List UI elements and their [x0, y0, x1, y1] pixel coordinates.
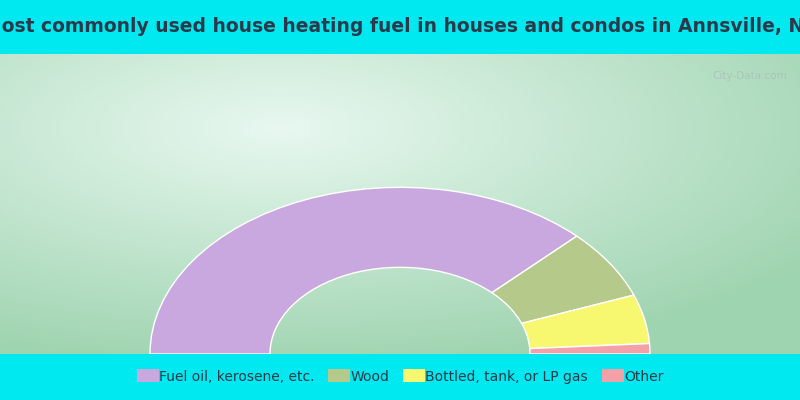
Text: Most commonly used house heating fuel in houses and condos in Annsville, NY: Most commonly used house heating fuel in…	[0, 18, 800, 36]
Text: City-Data.com: City-Data.com	[713, 71, 787, 81]
Wedge shape	[522, 295, 650, 348]
Wedge shape	[530, 344, 650, 354]
Wedge shape	[492, 236, 634, 323]
Wedge shape	[150, 187, 577, 354]
Legend: Fuel oil, kerosene, etc., Wood, Bottled, tank, or LP gas, Other: Fuel oil, kerosene, etc., Wood, Bottled,…	[131, 364, 669, 390]
